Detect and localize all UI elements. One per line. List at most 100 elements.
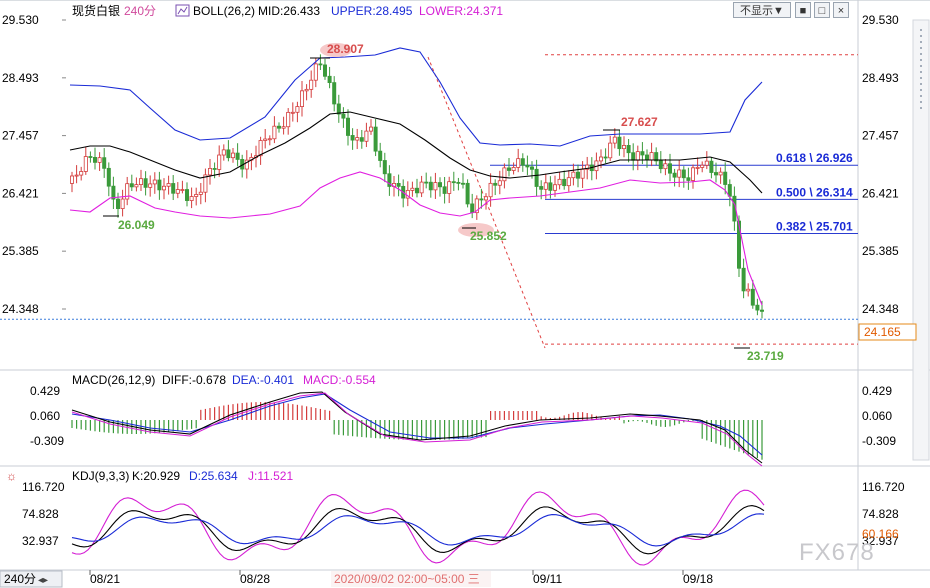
restore-button[interactable]: ■: [795, 2, 811, 18]
candle-body: [543, 182, 548, 190]
candle-body: [668, 163, 673, 174]
period-label: 240分: [124, 4, 156, 18]
display-dropdown[interactable]: 不显示▼: [733, 2, 791, 18]
candle-body: [102, 157, 107, 169]
candle-body: [626, 145, 631, 154]
kdj-tick-right: 74.828: [862, 507, 899, 521]
candle-body: [760, 309, 765, 312]
candle-body: [617, 136, 622, 150]
candle-body: [161, 185, 166, 191]
candle-body: [474, 198, 479, 214]
candle-body: [171, 183, 176, 194]
candle-body: [373, 126, 378, 152]
candle-body: [244, 159, 249, 170]
date-label: 09/18: [683, 572, 713, 586]
candle-body: [382, 160, 387, 175]
candle-body: [364, 130, 369, 142]
right-scrollbar[interactable]: [912, 19, 930, 461]
candle-body: [465, 182, 470, 205]
candle-body: [152, 179, 157, 185]
high-marker-bg: [320, 43, 352, 57]
candle-body: [456, 181, 461, 184]
candle-body: [727, 184, 732, 197]
candle-body: [212, 168, 217, 170]
grip-dot: [920, 65, 922, 67]
candle-body: [332, 82, 337, 105]
candle-body: [226, 149, 231, 159]
grip-dot: [920, 29, 922, 31]
kdj-j: J:11.521: [248, 469, 293, 483]
candle-body: [350, 135, 355, 141]
candle-body: [217, 154, 222, 170]
macd-title: MACD(26,12,9): [72, 373, 155, 387]
scrollbar-grip[interactable]: [920, 29, 922, 109]
candle-body: [553, 184, 558, 191]
candle-body: [138, 178, 143, 185]
candle-body: [433, 182, 438, 191]
candle-body: [714, 172, 719, 176]
symbol-label: 现货白银: [72, 3, 120, 18]
price-axis: 29.530 29.530 28.493 28.493 27.457 27.457 26.4…: [2, 13, 899, 316]
candle-body: [460, 182, 465, 185]
candle-body: [203, 174, 208, 193]
candle-body: [479, 198, 484, 201]
price-tick-left: 29.530: [2, 13, 39, 27]
candle-body: [548, 182, 553, 191]
candle-body: [700, 164, 705, 168]
candle-body: [571, 171, 576, 179]
close-button[interactable]: ×: [833, 2, 849, 18]
candle-body: [304, 88, 309, 92]
candle-body: [313, 63, 318, 81]
candle-body: [470, 203, 475, 214]
price-tick-left: 27.457: [2, 129, 39, 143]
kdj-tick-right: 116.720: [862, 480, 905, 494]
candle-body: [525, 164, 530, 168]
candle-body: [74, 174, 79, 177]
macd-tick-right: -0.309: [862, 434, 896, 448]
macd-value-line: [71, 392, 763, 467]
boll-band-line: [69, 111, 763, 194]
kdj-tick-left: 74.828: [22, 507, 59, 521]
period-button[interactable]: [0, 570, 63, 588]
candle-body: [612, 136, 617, 144]
candle-body: [120, 198, 125, 210]
candle-body: [368, 126, 373, 132]
candle-body: [686, 177, 691, 181]
candle-body: [396, 183, 401, 187]
candle-body: [235, 152, 240, 160]
price-tick-left: 24.348: [2, 302, 39, 316]
candle-body: [704, 160, 709, 166]
grip-dot: [920, 53, 922, 55]
candle-body: [428, 181, 433, 191]
candle-body: [691, 167, 696, 181]
candle-body: [157, 179, 162, 191]
macd-diff-line: [71, 391, 763, 464]
candle-body: [281, 126, 286, 129]
candle-body: [622, 145, 627, 150]
candle-body: [709, 160, 714, 173]
grip-dot: [920, 71, 922, 73]
candle-body: [585, 164, 590, 170]
candle-body: [506, 167, 511, 171]
candle-body: [750, 288, 755, 306]
macd-diff: DIFF:-0.678: [162, 373, 226, 387]
date-label: 09/11: [533, 572, 562, 586]
candle-body: [635, 151, 640, 161]
candle-body: [276, 125, 281, 129]
candle-body: [83, 156, 88, 172]
candle-body: [534, 168, 539, 187]
candle-body: [677, 169, 682, 178]
candle-body: [116, 198, 121, 210]
candle-body: [645, 154, 650, 161]
candle-body: [189, 196, 194, 201]
price-tick-left: 26.421: [2, 186, 39, 200]
kdj-d-line: [71, 513, 765, 547]
kdj-tick-left: 116.720: [22, 480, 65, 494]
candle-body: [640, 151, 645, 156]
candle-body: [272, 125, 277, 140]
price-tick-right: 29.530: [862, 13, 899, 27]
maximize-button[interactable]: □: [814, 2, 830, 18]
candle-body: [166, 183, 171, 187]
macd-lines: [71, 391, 763, 467]
candle-body: [299, 90, 304, 107]
